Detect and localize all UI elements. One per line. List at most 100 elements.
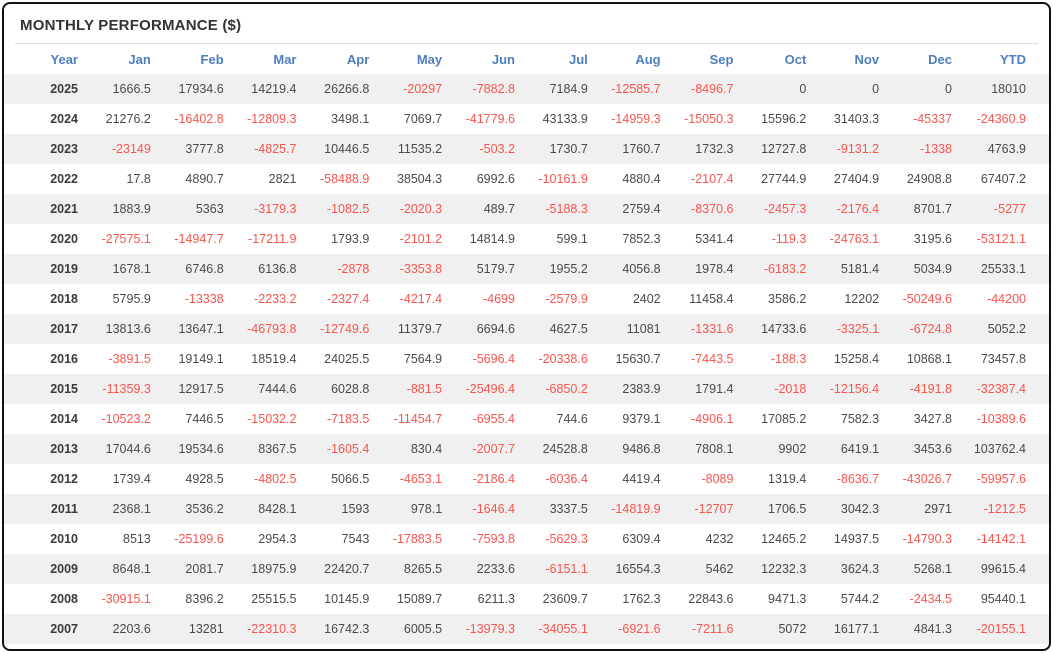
row-year: 2015 [4,374,92,404]
cell-2007-apr: 16742.3 [310,614,383,644]
cell-2013-aug: 9486.8 [602,434,675,464]
cell-2015-dec: -4191.8 [893,374,966,404]
cell-2011-dec: 2971 [893,494,966,524]
cell-2014-may: -11454.7 [383,404,456,434]
monthly-performance-table: YearJanFebMarAprMayJunJulAugSepOctNovDec… [4,44,1049,644]
cell-2014-jun: -6955.4 [456,404,529,434]
table-row: 202421276.2-16402.8-12809.33498.17069.7-… [4,104,1049,134]
cell-2025-jul: 7184.9 [529,74,602,104]
cell-2007-sep: -7211.6 [675,614,748,644]
cell-2008-nov: 5744.2 [820,584,893,614]
cell-2013-jul: 24528.8 [529,434,602,464]
cell-2018-dec: -50249.6 [893,284,966,314]
cell-2022-apr: -58488.9 [310,164,383,194]
cell-2021-ytd: -5277 [966,194,1049,224]
cell-2015-feb: 12917.5 [165,374,238,404]
table-row: 20251666.517934.614219.426266.8-20297-78… [4,74,1049,104]
cell-2025-jan: 1666.5 [92,74,165,104]
cell-2012-sep: -8089 [675,464,748,494]
cell-2013-may: 830.4 [383,434,456,464]
cell-2009-jun: 2233.6 [456,554,529,584]
cell-2019-dec: 5034.9 [893,254,966,284]
cell-2021-mar: -3179.3 [238,194,311,224]
cell-2013-ytd: 103762.4 [966,434,1049,464]
cell-2025-mar: 14219.4 [238,74,311,104]
cell-2015-mar: 7444.6 [238,374,311,404]
cell-2020-jun: 14814.9 [456,224,529,254]
cell-2007-jun: -13979.3 [456,614,529,644]
cell-2014-jul: 744.6 [529,404,602,434]
row-year: 2024 [4,104,92,134]
cell-2022-dec: 24908.8 [893,164,966,194]
cell-2022-jul: -10161.9 [529,164,602,194]
row-year: 2008 [4,584,92,614]
cell-2016-dec: 10868.1 [893,344,966,374]
table-row: 20108513-25199.62954.37543-17883.5-7593.… [4,524,1049,554]
cell-2012-feb: 4928.5 [165,464,238,494]
cell-2018-jul: -2579.9 [529,284,602,314]
cell-2010-nov: 14937.5 [820,524,893,554]
cell-2019-oct: -6183.2 [747,254,820,284]
cell-2016-jan: -3891.5 [92,344,165,374]
cell-2011-jun: -1646.4 [456,494,529,524]
panel-title: MONTHLY PERFORMANCE ($) [4,4,1049,43]
cell-2023-jul: 1730.7 [529,134,602,164]
cell-2011-may: 978.1 [383,494,456,524]
cell-2015-ytd: -32387.4 [966,374,1049,404]
cell-2016-jun: -5696.4 [456,344,529,374]
cell-2023-dec: -1338 [893,134,966,164]
cell-2018-may: -4217.4 [383,284,456,314]
cell-2012-ytd: -59957.6 [966,464,1049,494]
cell-2024-dec: -45337 [893,104,966,134]
cell-2008-jul: 23609.7 [529,584,602,614]
cell-2007-ytd: -20155.1 [966,614,1049,644]
cell-2016-apr: 24025.5 [310,344,383,374]
cell-2019-mar: 6136.8 [238,254,311,284]
cell-2016-sep: -7443.5 [675,344,748,374]
cell-2025-feb: 17934.6 [165,74,238,104]
column-header-apr: Apr [310,44,383,74]
column-header-jan: Jan [92,44,165,74]
cell-2019-jun: 5179.7 [456,254,529,284]
cell-2020-apr: 1793.9 [310,224,383,254]
cell-2013-jan: 17044.6 [92,434,165,464]
cell-2020-feb: -14947.7 [165,224,238,254]
cell-2023-mar: -4825.7 [238,134,311,164]
cell-2024-jun: -41779.6 [456,104,529,134]
cell-2014-jan: -10523.2 [92,404,165,434]
row-year: 2025 [4,74,92,104]
cell-2009-sep: 5462 [675,554,748,584]
cell-2017-ytd: 5052.2 [966,314,1049,344]
column-header-aug: Aug [602,44,675,74]
cell-2017-jul: 4627.5 [529,314,602,344]
cell-2012-nov: -8636.7 [820,464,893,494]
cell-2022-ytd: 67407.2 [966,164,1049,194]
column-header-dec: Dec [893,44,966,74]
row-year: 2016 [4,344,92,374]
cell-2007-feb: 13281 [165,614,238,644]
table-row: 2023-231493777.8-4825.710446.511535.2-50… [4,134,1049,164]
cell-2024-sep: -15050.3 [675,104,748,134]
column-header-mar: Mar [238,44,311,74]
cell-2011-feb: 3536.2 [165,494,238,524]
cell-2021-feb: 5363 [165,194,238,224]
cell-2016-mar: 18519.4 [238,344,311,374]
column-header-may: May [383,44,456,74]
cell-2009-feb: 2081.7 [165,554,238,584]
cell-2025-oct: 0 [747,74,820,104]
cell-2008-jan: -30915.1 [92,584,165,614]
cell-2021-dec: 8701.7 [893,194,966,224]
cell-2020-nov: -24763.1 [820,224,893,254]
cell-2023-nov: -9131.2 [820,134,893,164]
cell-2021-aug: 2759.4 [602,194,675,224]
cell-2010-oct: 12465.2 [747,524,820,554]
cell-2009-mar: 18975.9 [238,554,311,584]
cell-2018-apr: -2327.4 [310,284,383,314]
cell-2008-ytd: 95440.1 [966,584,1049,614]
cell-2011-jan: 2368.1 [92,494,165,524]
cell-2021-oct: -2457.3 [747,194,820,224]
cell-2017-aug: 11081 [602,314,675,344]
cell-2009-jan: 8648.1 [92,554,165,584]
cell-2009-aug: 16554.3 [602,554,675,584]
cell-2014-feb: 7446.5 [165,404,238,434]
